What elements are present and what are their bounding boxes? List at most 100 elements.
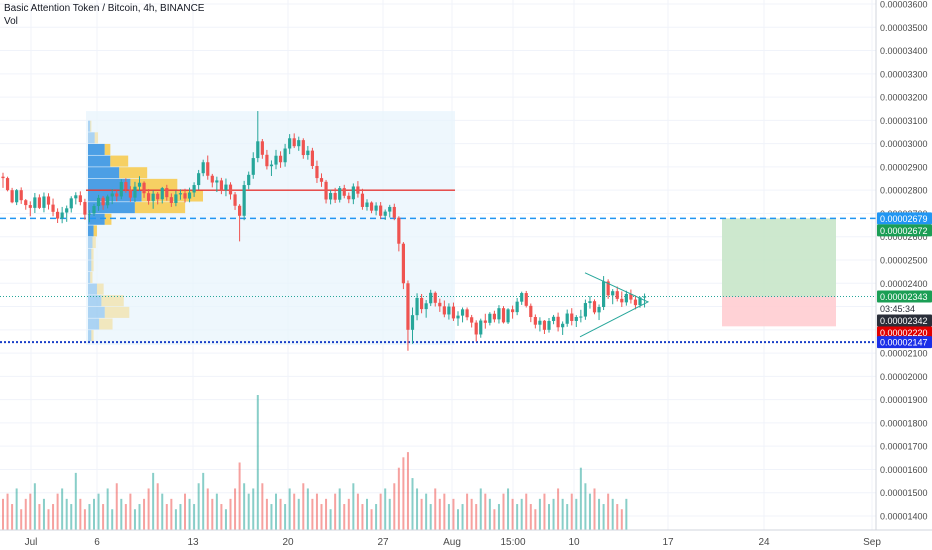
candle-body[interactable]: [87, 213, 92, 215]
price-label-box[interactable]: [877, 326, 932, 339]
long-position-stop-zone[interactable]: [722, 296, 836, 327]
candle-body[interactable]: [233, 194, 237, 206]
candle-body[interactable]: [274, 155, 278, 165]
candle-body[interactable]: [115, 193, 119, 197]
candle-body[interactable]: [547, 320, 551, 330]
candle-body[interactable]: [592, 301, 597, 313]
candle-body[interactable]: [442, 306, 446, 315]
candle-body[interactable]: [356, 186, 360, 194]
candle-body[interactable]: [178, 193, 183, 195]
candle-body[interactable]: [160, 188, 164, 200]
candle-body[interactable]: [624, 293, 628, 303]
volume-label[interactable]: Vol: [4, 16, 18, 27]
candle-body[interactable]: [65, 208, 69, 213]
candle-body[interactable]: [329, 192, 333, 200]
long-position-profit-zone[interactable]: [722, 218, 836, 297]
candle-body[interactable]: [579, 316, 583, 318]
candle-body[interactable]: [333, 192, 337, 200]
candle-body[interactable]: [137, 182, 142, 187]
candle-body[interactable]: [174, 194, 178, 203]
candle-body[interactable]: [524, 293, 528, 306]
candle-body[interactable]: [460, 309, 465, 316]
candle-body[interactable]: [338, 188, 342, 200]
candle-body[interactable]: [128, 189, 132, 198]
candle-body[interactable]: [83, 202, 87, 215]
candle-body[interactable]: [538, 320, 542, 325]
candle-body[interactable]: [615, 291, 619, 299]
candle-body[interactable]: [42, 196, 46, 208]
candle-body[interactable]: [219, 180, 223, 191]
triangle-pattern[interactable]: [579, 272, 650, 338]
candle-body[interactable]: [142, 182, 146, 194]
candle-body[interactable]: [165, 188, 169, 198]
candle-body[interactable]: [420, 297, 424, 310]
candle-body[interactable]: [242, 185, 246, 216]
candle-body[interactable]: [106, 196, 110, 206]
candle-body[interactable]: [288, 138, 292, 149]
candle-body[interactable]: [197, 173, 201, 186]
candle-body[interactable]: [201, 162, 205, 174]
candle-body[interactable]: [351, 186, 355, 200]
candle-body[interactable]: [529, 305, 533, 318]
candle-body[interactable]: [533, 317, 537, 325]
candle-body[interactable]: [183, 193, 187, 199]
candle-body[interactable]: [278, 155, 283, 163]
candle-body[interactable]: [483, 320, 487, 323]
candle-body[interactable]: [374, 205, 378, 211]
candle-body[interactable]: [74, 195, 78, 199]
candle-body[interactable]: [119, 182, 123, 197]
candle-body[interactable]: [19, 190, 23, 201]
candle-body[interactable]: [297, 140, 301, 147]
candle-body[interactable]: [410, 315, 415, 330]
candle-body[interactable]: [15, 190, 19, 203]
candle-body[interactable]: [551, 316, 556, 321]
candle-body[interactable]: [192, 185, 196, 193]
candle-body[interactable]: [633, 299, 638, 306]
candle-body[interactable]: [92, 206, 96, 214]
candle-body[interactable]: [238, 205, 242, 216]
candle-body[interactable]: [169, 197, 173, 203]
candle-body[interactable]: [360, 193, 365, 207]
candle-body[interactable]: [406, 283, 410, 330]
candle-body[interactable]: [56, 211, 60, 219]
candle-body[interactable]: [37, 197, 41, 208]
candle-body[interactable]: [206, 162, 210, 176]
candle-body[interactable]: [388, 206, 392, 212]
candle-body[interactable]: [583, 303, 587, 317]
candle-body[interactable]: [520, 293, 524, 302]
candle-body[interactable]: [301, 140, 305, 156]
candle-body[interactable]: [156, 193, 160, 200]
candle-body[interactable]: [315, 165, 319, 179]
candle-body[interactable]: [456, 315, 460, 319]
candle-body[interactable]: [401, 243, 405, 284]
candle-body[interactable]: [24, 200, 28, 206]
candle-body[interactable]: [28, 205, 32, 208]
candle-body[interactable]: [570, 313, 574, 321]
candle-body[interactable]: [620, 298, 624, 303]
candle-body[interactable]: [342, 188, 346, 196]
candle-body[interactable]: [451, 306, 456, 319]
candle-body[interactable]: [515, 301, 519, 313]
candle-body[interactable]: [506, 309, 510, 323]
price-label-box[interactable]: [877, 224, 932, 237]
candle-body[interactable]: [251, 158, 255, 175]
candle-body[interactable]: [629, 293, 633, 300]
candle-body[interactable]: [210, 175, 214, 183]
candle-body[interactable]: [365, 202, 369, 207]
candle-body[interactable]: [96, 197, 101, 207]
candle-body[interactable]: [46, 196, 51, 205]
candle-body[interactable]: [110, 193, 114, 197]
candle-body[interactable]: [433, 292, 437, 303]
candle-body[interactable]: [447, 306, 451, 315]
price-label-box[interactable]: [877, 212, 932, 225]
candle-body[interactable]: [260, 141, 264, 155]
candle-body[interactable]: [556, 316, 560, 328]
candle-body[interactable]: [69, 198, 73, 209]
candle-body[interactable]: [10, 190, 14, 203]
candle-body[interactable]: [215, 180, 219, 183]
candle-body[interactable]: [306, 150, 310, 156]
price-label-box[interactable]: [877, 290, 932, 303]
candle-body[interactable]: [247, 174, 251, 186]
symbol-title[interactable]: Basic Attention Token / Bitcoin, 4h, BIN…: [4, 3, 205, 14]
